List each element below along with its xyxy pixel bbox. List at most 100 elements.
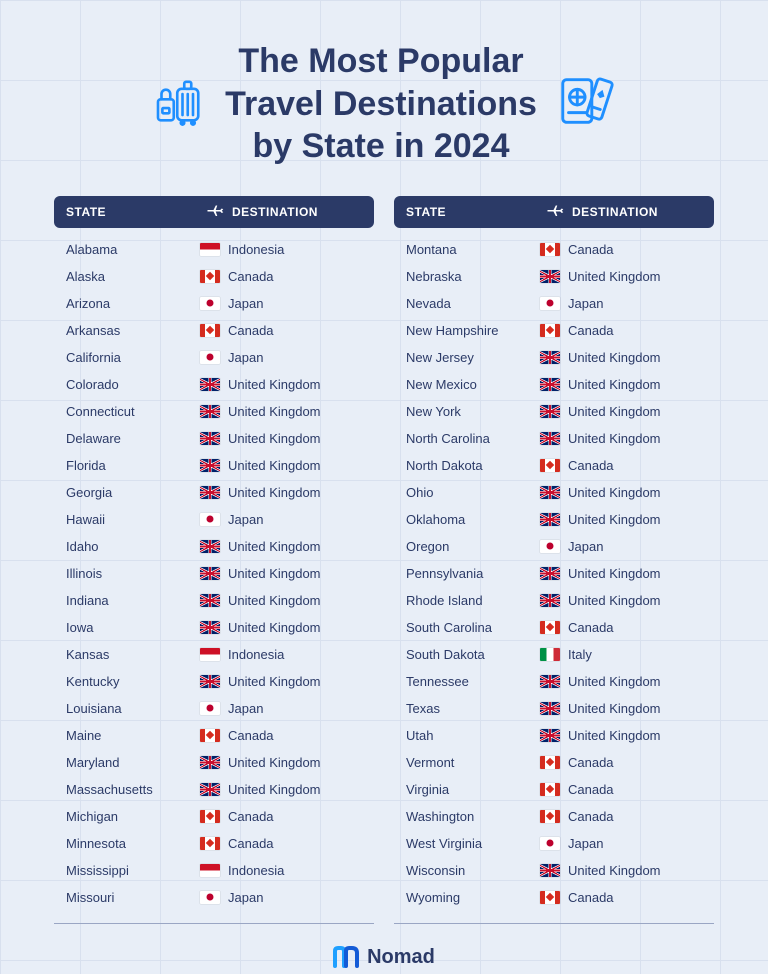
flag-icon <box>540 540 560 553</box>
cell-state: North Carolina <box>406 431 540 446</box>
cell-flag <box>200 540 228 553</box>
table-row: Wisconsin United Kingdom <box>406 857 708 884</box>
cell-destination: United Kingdom <box>228 755 368 770</box>
flag-icon <box>540 594 560 607</box>
table-row: HawaiiJapan <box>66 506 368 533</box>
cell-flag <box>540 432 568 445</box>
cell-state: Michigan <box>66 809 200 824</box>
cell-destination: United Kingdom <box>228 458 368 473</box>
infographic-page: The Most Popular Travel Destinations by … <box>0 0 768 954</box>
cell-state: Washington <box>406 809 540 824</box>
passport-tickets-icon <box>555 70 617 137</box>
flag-icon <box>540 351 560 364</box>
flag-icon <box>540 729 560 742</box>
cell-state: Illinois <box>66 566 200 581</box>
flag-icon <box>540 486 560 499</box>
flag-icon <box>200 621 220 634</box>
flag-icon <box>200 513 220 526</box>
flag-icon <box>200 567 220 580</box>
cell-state: Tennessee <box>406 674 540 689</box>
cell-state: New Mexico <box>406 377 540 392</box>
table-row: North CarolinaUnited Kingdom <box>406 425 708 452</box>
cell-state: Mississippi <box>66 863 200 878</box>
cell-flag <box>540 378 568 391</box>
cell-flag <box>540 594 568 607</box>
flag-icon <box>200 648 220 661</box>
cell-flag <box>540 405 568 418</box>
cell-flag <box>200 648 228 661</box>
cell-flag <box>540 756 568 769</box>
cell-destination: Japan <box>568 539 708 554</box>
cell-destination: Italy <box>568 647 708 662</box>
cell-destination: Japan <box>568 296 708 311</box>
cell-state: New York <box>406 404 540 419</box>
cell-state: Wisconsin <box>406 863 540 878</box>
cell-state: Minnesota <box>66 836 200 851</box>
cell-flag <box>540 783 568 796</box>
cell-flag <box>540 243 568 256</box>
cell-state: Utah <box>406 728 540 743</box>
cell-state: Louisiana <box>66 701 200 716</box>
col-header-destination-label: DESTINATION <box>232 205 318 219</box>
cell-destination: United Kingdom <box>228 485 368 500</box>
flag-icon <box>200 594 220 607</box>
flag-icon <box>200 702 220 715</box>
table-row: MassachusettsUnited Kingdom <box>66 776 368 803</box>
brand-footer: Nomad <box>333 946 435 969</box>
cell-destination: United Kingdom <box>568 701 708 716</box>
flag-icon <box>540 567 560 580</box>
cell-state: Arizona <box>66 296 200 311</box>
cell-destination: Japan <box>228 296 368 311</box>
cell-state: New Hampshire <box>406 323 540 338</box>
cell-destination: United Kingdom <box>228 539 368 554</box>
cell-flag <box>540 702 568 715</box>
cell-destination: United Kingdom <box>568 863 708 878</box>
cell-flag <box>540 810 568 823</box>
luggage-icon <box>151 73 207 134</box>
flag-icon <box>540 648 560 661</box>
cell-destination: Canada <box>568 620 708 635</box>
table-row: MinnesotaCanada <box>66 830 368 857</box>
cell-flag <box>540 351 568 364</box>
flag-icon <box>200 243 220 256</box>
table-row: IndianaUnited Kingdom <box>66 587 368 614</box>
cell-state: Colorado <box>66 377 200 392</box>
flag-icon <box>200 297 220 310</box>
table-row: South CarolinaCanada <box>406 614 708 641</box>
table-row: DelawareUnited Kingdom <box>66 425 368 452</box>
cell-state: Alaska <box>66 269 200 284</box>
table-row: OhioUnited Kingdom <box>406 479 708 506</box>
cell-flag <box>200 432 228 445</box>
cell-destination: Indonesia <box>228 242 368 257</box>
cell-flag <box>540 621 568 634</box>
page-title: The Most Popular Travel Destinations by … <box>225 40 537 168</box>
cell-flag <box>200 378 228 391</box>
table-row: WyomingCanada <box>406 884 708 911</box>
flag-icon <box>200 810 220 823</box>
cell-destination: United Kingdom <box>568 350 708 365</box>
cell-state: Connecticut <box>66 404 200 419</box>
table-row: MichiganCanada <box>66 803 368 830</box>
table-row: KansasIndonesia <box>66 641 368 668</box>
cell-flag <box>540 837 568 850</box>
table-row: MississippiIndonesia <box>66 857 368 884</box>
cell-destination: United Kingdom <box>568 728 708 743</box>
cell-state: Alabama <box>66 242 200 257</box>
col-header-state: STATE <box>406 205 546 219</box>
flag-icon <box>200 324 220 337</box>
table-row: Arizona Japan <box>66 290 368 317</box>
cell-destination: Japan <box>568 836 708 851</box>
cell-state: Kentucky <box>66 674 200 689</box>
cell-destination: United Kingdom <box>228 593 368 608</box>
table-row: North DakotaCanada <box>406 452 708 479</box>
table-header: STATE DESTINATION <box>394 196 714 228</box>
plane-icon <box>546 203 564 220</box>
flag-icon <box>540 459 560 472</box>
table-row: NebraskaUnited Kingdom <box>406 263 708 290</box>
flag-icon <box>540 702 560 715</box>
cell-state: Vermont <box>406 755 540 770</box>
cell-destination: Canada <box>228 728 368 743</box>
cell-destination: United Kingdom <box>568 566 708 581</box>
flag-icon <box>540 378 560 391</box>
cell-flag <box>540 297 568 310</box>
